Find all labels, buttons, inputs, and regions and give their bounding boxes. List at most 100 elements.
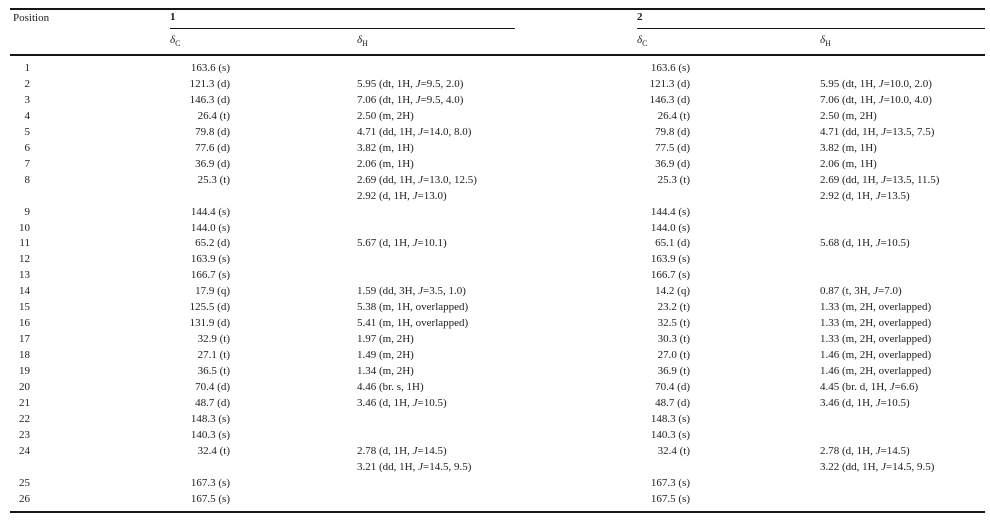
delta-h-compound-1-cell: 7.06 (dt, 1H, J=9.5, 4.0) [357, 93, 464, 106]
delta-h-compound-2-cell: 4.71 (dd, 1H, J=13.5, 7.5) [820, 125, 935, 138]
delta-h-compound-2-cell [820, 428, 985, 444]
position-cell: 25 [19, 476, 30, 489]
delta-symbol: δ [357, 34, 363, 46]
delta-c-compound-1-cell: 70.4 (d) [195, 381, 230, 394]
delta-h-compound-1-cell: 4.46 (br. s, 1H) [357, 381, 424, 394]
delta-c-compound-2-cell: 148.3 (s) [650, 412, 690, 425]
delta-h-compound-1-cell [357, 428, 515, 444]
column-group-header-compound-2: 2 [637, 11, 643, 23]
table-row: 20 70.4 (d) 4.46 (br. s, 1H) 70.4 (d) 4.… [12, 380, 985, 396]
position-cell: 19 [19, 365, 30, 378]
position-cell: 14 [19, 285, 30, 298]
table-row: 7 36.9 (d) 2.06 (m, 1H) 36.9 (d) 2.06 (m… [12, 157, 985, 173]
delta-h-compound-2-cell [820, 221, 985, 237]
table-row: 2 121.3 (d) 5.95 (dt, 1H, J=9.5, 2.0) 12… [12, 77, 985, 93]
delta-c-compound-1-cell: 27.1 (t) [197, 349, 230, 362]
table-row: 26 167.5 (s) 167.5 (s) [12, 492, 985, 508]
delta-h-compound-2-cell: 7.06 (dt, 1H, J=10.0, 4.0) [820, 93, 932, 106]
delta-c-compound-2-cell: 144.0 (s) [650, 221, 690, 234]
table-row: 10 144.0 (s) 144.0 (s) [12, 221, 985, 237]
position-cell: 13 [19, 269, 30, 282]
delta-h-compound-1-cell: 1.49 (m, 2H) [357, 349, 414, 362]
rule-under-compound-1 [170, 28, 515, 29]
subscript-h: H [825, 39, 831, 49]
delta-h-compound-1-cell: 5.95 (dt, 1H, J=9.5, 2.0) [357, 77, 464, 90]
delta-h-compound-2-cell [820, 476, 985, 492]
position-cell: 7 [24, 157, 31, 170]
delta-h-compound-1-cell: 2.06 (m, 1H) [357, 157, 414, 170]
delta-h-compound-2-cell [820, 412, 985, 428]
column-group-header-compound-1: 1 [170, 11, 176, 23]
delta-h-compound-1-cell: 1.97 (m, 2H) [357, 333, 414, 346]
table-row: 16 131.9 (d) 5.41 (m, 1H, overlapped) 32… [12, 316, 985, 332]
rule-top [10, 8, 985, 10]
delta-c-compound-1-cell: 36.9 (d) [195, 157, 230, 170]
delta-h-compound-1-cell: 4.71 (dd, 1H, J=14.0, 8.0) [357, 125, 472, 138]
delta-h-compound-2-cell: 1.33 (m, 2H, overlapped) [820, 333, 932, 346]
delta-c-compound-1-cell: 140.3 (s) [190, 428, 230, 441]
delta-c-compound-2-cell: 26.4 (t) [657, 109, 690, 122]
subscript-c: C [175, 39, 181, 49]
position-cell: 15 [19, 301, 30, 314]
table-row: 8 25.3 (t) 2.69 (dd, 1H, J=13.0, 12.5) 2.… [12, 173, 985, 205]
delta-h-compound-1-cell [357, 221, 515, 237]
delta-h-compound-1-cell [357, 205, 515, 221]
delta-h-compound-1-cell: 2.50 (m, 2H) [357, 109, 414, 122]
position-cell: 22 [19, 412, 30, 425]
delta-c-compound-2-cell: 14.2 (q) [655, 285, 690, 298]
table-row: 22 148.3 (s) 148.3 (s) [12, 412, 985, 428]
delta-c-compound-2-cell: 167.3 (s) [650, 476, 690, 489]
rule-bottom [10, 511, 985, 513]
position-cell: 23 [19, 428, 30, 441]
delta-c-compound-1-cell: 131.9 (d) [189, 317, 230, 330]
position-cell: 8 [24, 173, 31, 186]
delta-h-compound-2-cell [820, 252, 985, 268]
delta-h-compound-1-cell: 2.69 (dd, 1H, J=13.0, 12.5) 2.92 (d, 1H, … [357, 173, 477, 202]
delta-c-compound-2-cell: 146.3 (d) [649, 93, 690, 106]
delta-c-compound-2-cell: 65.1 (d) [655, 237, 690, 250]
table-row: 17 32.9 (t) 1.97 (m, 2H) 30.3 (t) 1.33 (… [12, 332, 985, 348]
position-cell: 26 [19, 492, 30, 505]
delta-c-compound-2-cell: 79.8 (d) [655, 125, 690, 138]
table-row: 21 48.7 (d) 3.46 (d, 1H, J=10.5) 48.7 (d… [12, 396, 985, 412]
delta-h-compound-2-cell [820, 61, 985, 77]
delta-h-compound-1-cell [357, 492, 515, 508]
delta-h-compound-1-cell: 1.59 (dd, 3H, J=3.5, 1.0) [357, 285, 466, 298]
table-row: 3 146.3 (d) 7.06 (dt, 1H, J=9.5, 4.0) 14… [12, 93, 985, 109]
delta-c-compound-2-cell: 23.2 (t) [657, 301, 690, 314]
delta-h-compound-2-cell: 2.06 (m, 1H) [820, 157, 877, 170]
delta-h-compound-2-cell: 5.68 (d, 1H, J=10.5) [820, 237, 910, 250]
subscript-c: C [642, 39, 648, 49]
delta-c-compound-1-cell: 166.7 (s) [190, 269, 230, 282]
table-row: 4 26.4 (t) 2.50 (m, 2H) 26.4 (t) 2.50 (m… [12, 109, 985, 125]
delta-h-compound-2-cell [820, 492, 985, 508]
delta-c-compound-2-cell: 121.3 (d) [649, 77, 690, 90]
delta-symbol: δ [170, 34, 176, 46]
delta-h-compound-2-cell: 2.50 (m, 2H) [820, 109, 877, 122]
delta-h-compound-1-cell: 3.82 (m, 1H) [357, 141, 414, 154]
position-cell: 12 [19, 253, 30, 266]
column-header-position: Position [13, 12, 50, 24]
delta-h-compound-1-cell: 3.46 (d, 1H, J=10.5) [357, 397, 447, 410]
delta-c-compound-2-cell: 166.7 (s) [650, 269, 690, 282]
delta-c-compound-1-cell: 26.4 (t) [197, 109, 230, 122]
delta-h-compound-1-cell [357, 412, 515, 428]
delta-c-compound-1-cell: 163.6 (s) [190, 62, 230, 74]
delta-c-compound-1-cell: 36.5 (t) [197, 365, 230, 378]
delta-h-compound-2-cell: 3.82 (m, 1H) [820, 141, 877, 154]
delta-h-compound-1-cell: 5.38 (m, 1H, overlapped) [357, 301, 469, 314]
table-row: 25 167.3 (s) 167.3 (s) [12, 476, 985, 492]
delta-h-compound-2-cell [820, 205, 985, 221]
column-header-delta-c-1: δC [170, 34, 181, 49]
delta-c-compound-2-cell: 32.5 (t) [657, 317, 690, 330]
table-row: 13 166.7 (s) 166.7 (s) [12, 268, 985, 284]
delta-c-compound-1-cell: 25.3 (t) [197, 173, 230, 186]
delta-h-compound-1-cell: 1.34 (m, 2H) [357, 365, 414, 378]
delta-c-compound-1-cell: 148.3 (s) [190, 412, 230, 425]
delta-h-compound-2-cell: 5.95 (dt, 1H, J=10.0, 2.0) [820, 77, 932, 90]
delta-c-compound-2-cell: 70.4 (d) [655, 381, 690, 394]
delta-c-compound-2-cell: 27.0 (t) [657, 349, 690, 362]
table-row: 14 17.9 (q) 1.59 (dd, 3H, J=3.5, 1.0) 14… [12, 284, 985, 300]
delta-h-compound-2-cell: 1.46 (m, 2H, overlapped) [820, 365, 932, 378]
delta-h-compound-2-cell: 2.78 (d, 1H, J=14.5) 3.22 (dd, 1H, J=14.5… [820, 444, 935, 473]
